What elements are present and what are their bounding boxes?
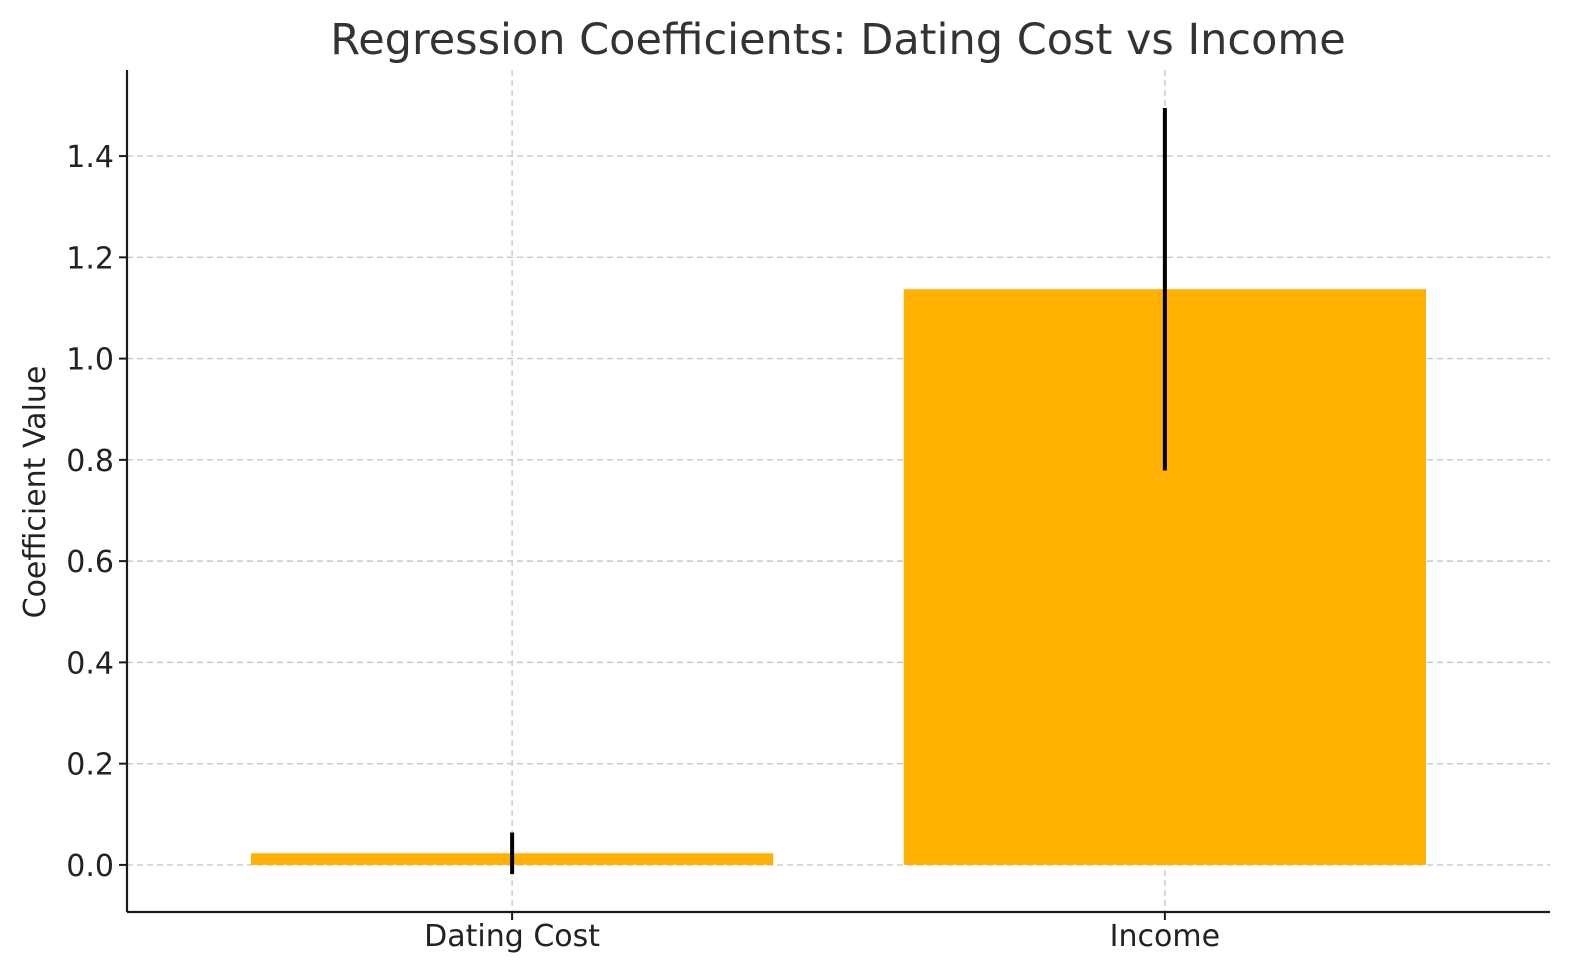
y-tick-label: 1.4 xyxy=(66,140,114,175)
y-tick-label: 0.6 xyxy=(66,545,114,580)
y-tick-label: 0.4 xyxy=(66,646,114,681)
x-tick-label: Dating Cost xyxy=(424,919,600,954)
y-tick-label: 0.0 xyxy=(66,849,114,884)
y-tick-label: 0.8 xyxy=(66,444,114,479)
y-axis-label: Coefficient Value xyxy=(18,366,53,619)
error-bars xyxy=(510,107,1167,875)
x-tick-label: Income xyxy=(1110,919,1220,954)
bars xyxy=(251,289,1426,865)
axes xyxy=(119,70,1550,920)
y-tick-label: 1.2 xyxy=(66,241,114,276)
tick-labels: 0.0 0.2 0.4 0.6 0.8 1.0 1.2 1.4 Dating Cost Incom… xyxy=(66,140,1220,954)
y-tick-label: 0.2 xyxy=(66,748,114,783)
y-tick-label: 1.0 xyxy=(66,343,114,378)
chart-title: Regression Coefficients: Dating Cost vs … xyxy=(330,15,1345,65)
